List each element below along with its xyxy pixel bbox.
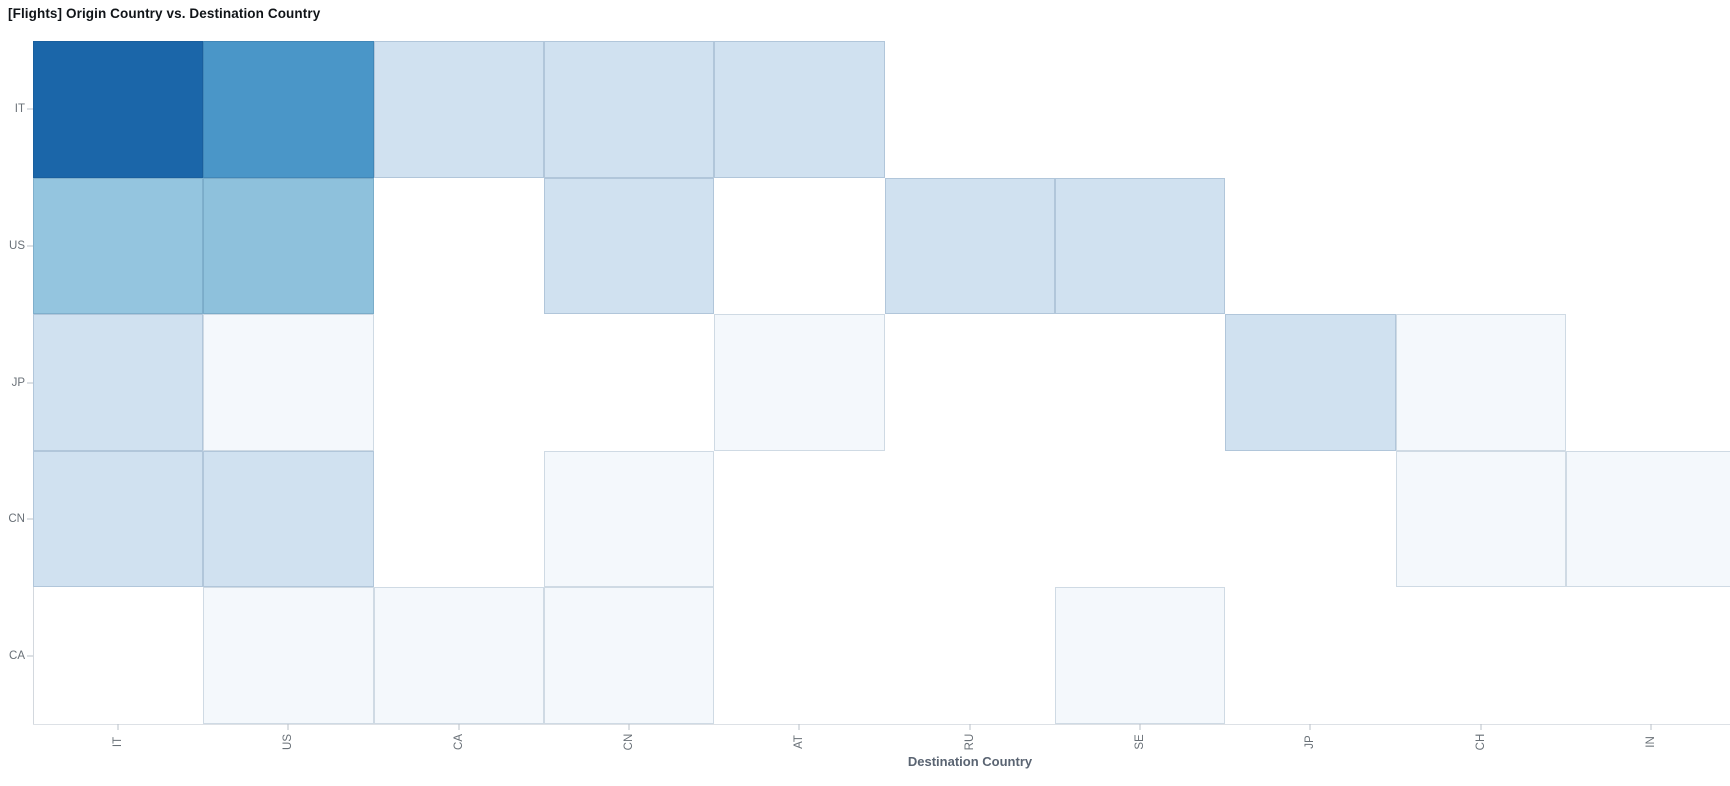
y-axis-label: US [9, 239, 25, 252]
heatmap-cell[interactable] [203, 587, 374, 724]
y-axis-tick [27, 245, 33, 247]
x-axis-label: RU [963, 733, 976, 751]
x-axis-tick [628, 724, 630, 730]
x-axis-tick [287, 724, 289, 730]
x-axis-tick [1650, 724, 1652, 730]
heatmap-cell[interactable] [33, 177, 204, 315]
y-axis-label: IT [14, 103, 25, 116]
heatmap-cell[interactable] [1054, 177, 1226, 315]
heatmap-cell[interactable] [714, 41, 885, 178]
x-axis-label: IT [112, 736, 125, 748]
y-axis-label: CA [9, 649, 25, 662]
heatmap-cell[interactable] [543, 177, 715, 315]
x-axis-tick [458, 724, 460, 730]
y-axis-label: CN [8, 513, 25, 526]
heatmap-cell[interactable] [884, 177, 1055, 315]
x-axis-label: AT [793, 735, 806, 749]
y-axis-tick [27, 382, 33, 383]
y-axis-tick [27, 108, 33, 110]
heatmap-cell[interactable] [543, 587, 715, 724]
heatmap-cell[interactable] [33, 41, 204, 178]
heatmap-cell[interactable] [714, 314, 885, 451]
x-axis-label: SE [1134, 734, 1147, 750]
heatmap-cell[interactable] [373, 587, 544, 724]
x-axis-tick [1139, 724, 1141, 730]
heatmap-cell[interactable] [543, 450, 715, 588]
heatmap-cell[interactable] [203, 41, 374, 178]
x-axis-tick [1309, 724, 1311, 730]
heatmap-cell[interactable] [543, 41, 715, 178]
x-axis-tick [1480, 724, 1482, 730]
x-axis-label: US [282, 734, 295, 750]
x-axis-label: CN [623, 733, 636, 751]
heatmap-cell[interactable] [203, 450, 374, 588]
x-axis-tick [969, 724, 971, 730]
heatmap-cell[interactable] [1395, 314, 1566, 451]
y-axis-label: JP [11, 376, 25, 389]
heatmap-cell[interactable] [1225, 314, 1396, 451]
y-axis-tick [27, 655, 33, 657]
heatmap-cell[interactable] [203, 177, 374, 315]
x-axis-label: CH [1474, 733, 1487, 751]
x-axis-line [33, 724, 1730, 725]
y-axis-tick [27, 518, 33, 520]
x-axis-tick [117, 724, 119, 730]
chart-title: [Flights] Origin Country vs. Destination… [8, 6, 321, 21]
heatmap-cell[interactable] [373, 41, 544, 178]
heatmap-cell[interactable] [1565, 450, 1730, 588]
heatmap-cell[interactable] [203, 314, 374, 451]
x-axis-label: IN [1645, 736, 1658, 748]
x-axis-label: CA [452, 734, 465, 750]
x-axis-title: Destination Country [907, 754, 1033, 769]
x-axis-label: JP [1304, 735, 1317, 749]
heatmap-cell[interactable] [1054, 587, 1226, 724]
heatmap-cell[interactable] [33, 450, 204, 588]
x-axis-tick [798, 724, 800, 730]
heatmap-cell[interactable] [1395, 450, 1566, 588]
heatmap-cell[interactable] [33, 314, 204, 451]
